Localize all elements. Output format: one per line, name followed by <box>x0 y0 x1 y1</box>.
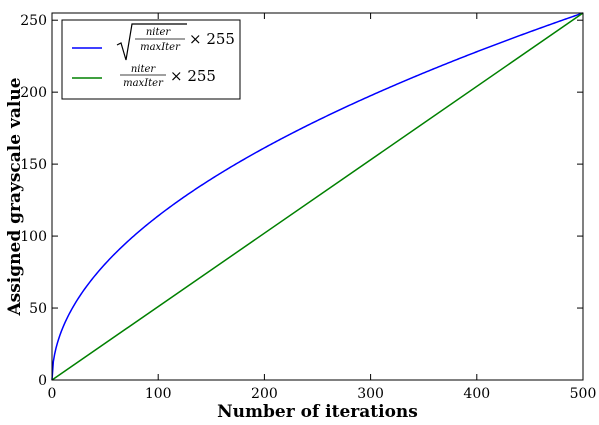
x-tick-label: 500 <box>570 386 597 402</box>
y-tick-label: 250 <box>20 13 47 29</box>
x-tick-label: 400 <box>463 386 490 402</box>
y-axis-title: Assigned grayscale value <box>5 77 25 316</box>
legend-linear-numerator: niter <box>131 64 157 75</box>
series-line-sqrt <box>51 12 584 381</box>
legend-sqrt-numerator: niter <box>146 27 172 38</box>
y-tick-label: 100 <box>20 229 47 245</box>
y-tick-label: 200 <box>20 85 47 101</box>
x-axis-title: Number of iterations <box>217 402 418 422</box>
series-line-linear <box>51 12 584 381</box>
y-tick-label: 50 <box>29 301 47 317</box>
legend-linear-multiplier: × 255 <box>170 67 216 85</box>
sqrt-radical-icon <box>116 23 187 61</box>
ticks-layer: 0 100 200 300 400 500 0 50 100 150 200 250 <box>20 13 596 402</box>
legend-sqrt-multiplier: × 255 <box>189 30 235 48</box>
plot-frame <box>51 12 584 381</box>
x-tick-label: 100 <box>145 386 172 402</box>
legend-box <box>61 19 241 100</box>
legend-sqrt-denominator: maxIter <box>140 42 181 53</box>
x-tick-label: 300 <box>357 386 384 402</box>
legend: niter maxIter × 255 niter maxIter × 255 <box>61 19 241 100</box>
series-layer <box>51 12 584 381</box>
x-tick-label: 200 <box>251 386 278 402</box>
y-tick-label: 0 <box>38 373 47 389</box>
legend-linear-denominator: maxIter <box>123 78 164 89</box>
x-tick-label: 0 <box>48 386 57 402</box>
y-tick-label: 150 <box>20 157 47 173</box>
